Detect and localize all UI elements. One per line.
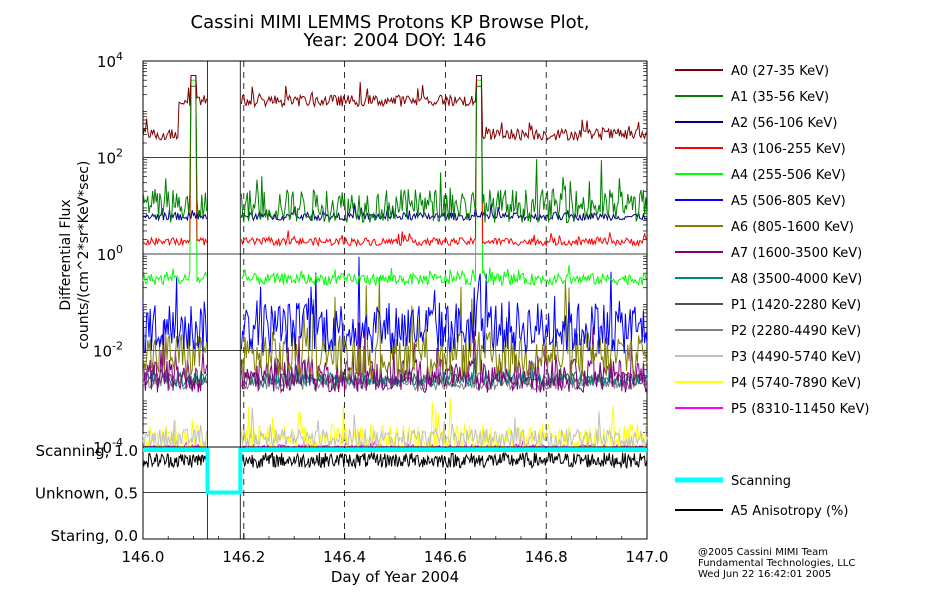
series-line-a8 [142, 364, 208, 388]
level-tick-label: Unknown, 0.5 [35, 485, 138, 503]
x-tick-label: 146.2 [222, 548, 265, 566]
level-tick-label: Scanning, 1.0 [35, 442, 138, 460]
credit-line2: Fundamental Technologies, LLC [698, 558, 855, 569]
series-line-a0 [142, 75, 208, 141]
flux-panel: 104 102 100 10-2 10-4 [93, 50, 648, 539]
series-line-p3 [240, 407, 648, 449]
legend-label: A8 (3500-4000 KeV) [731, 272, 862, 287]
legend-label: A4 (255-506 KeV) [731, 168, 846, 183]
legend: A0 (27-35 KeV) A1 (35-56 KeV) A2 (56-106 K… [675, 64, 869, 519]
y-axis-label: Differential Flux counts/(cm^2*sr*KeV*se… [58, 161, 92, 350]
credit-line3: Wed Jun 22 16:42:01 2005 [698, 569, 831, 580]
series-line-a0 [240, 75, 648, 142]
x-axis-label: Day of Year 2004 [331, 568, 459, 586]
level-tick-label: Staring, 0.0 [51, 527, 138, 545]
anisotropy-panel: Scanning, 1.0 Unknown, 0.5 Staring, 0.0 146… [35, 442, 669, 566]
x-tick-label: 146.6 [424, 548, 467, 566]
legend-label: A3 (106-255 KeV) [731, 142, 846, 157]
series-line-a1 [240, 85, 648, 223]
y-tick-label: 104 [97, 50, 123, 71]
legend-label: A5 (506-805 KeV) [731, 194, 846, 209]
series-line-p3 [142, 420, 208, 448]
legend-label: P5 (8310-11450 KeV) [731, 402, 869, 417]
y-tick-label: 102 [97, 147, 123, 168]
y-tick-label: 100 [97, 243, 123, 264]
series-line-a2 [142, 208, 208, 222]
series-line-p1 [142, 370, 208, 387]
series-line-a6 [241, 276, 648, 380]
legend-label: A1 (35-56 KeV) [731, 90, 829, 105]
legend-label: Scanning [731, 474, 791, 489]
chart-title-line1: Cassini MIMI LEMMS Protons KP Browse Plo… [191, 12, 590, 33]
y-axis-label-line1: Differential Flux [58, 199, 74, 310]
x-tick-label: 147.0 [626, 548, 669, 566]
anisotropy-line [142, 453, 208, 469]
x-tick-label: 146.8 [525, 548, 568, 566]
legend-label: A7 (1600-3500 KeV) [731, 246, 862, 261]
legend-label: A2 (56-106 KeV) [731, 116, 837, 131]
series-line-a5 [240, 256, 648, 354]
series-line-a3 [240, 75, 648, 248]
legend-label: A6 (805-1600 KeV) [731, 220, 854, 235]
series-line-a1 [142, 85, 208, 223]
series-line-a5 [142, 277, 208, 353]
credit: @2005 Cassini MIMI Team Fundamental Tech… [698, 547, 855, 580]
series-line-a2 [240, 203, 648, 222]
legend-label: P4 (5740-7890 KeV) [731, 376, 861, 391]
legend-label: P2 (2280-4490 KeV) [731, 324, 861, 339]
series-line-a8 [240, 357, 648, 389]
y-tick-label: 10-2 [93, 340, 123, 361]
credit-line1: @2005 Cassini MIMI Team [698, 547, 828, 558]
legend-label: A0 (27-35 KeV) [731, 64, 829, 79]
scanning-line [143, 448, 647, 495]
anisotropy-line [239, 451, 648, 470]
legend-label: P1 (1420-2280 KeV) [731, 298, 861, 313]
y-tick-label: 10-4 [93, 436, 123, 457]
legend-label: A5 Anisotropy (%) [731, 504, 848, 519]
series-line-a4 [241, 79, 648, 287]
x-tick-label: 146.0 [122, 548, 165, 566]
y-axis-label-line2: counts/(cm^2*sr*KeV*sec) [76, 161, 92, 350]
series-line-a6 [142, 333, 208, 380]
chart-title-line2: Year: 2004 DOY: 146 [303, 30, 487, 51]
x-tick-label: 146.4 [323, 548, 366, 566]
legend-label: P3 (4490-5740 KeV) [731, 350, 861, 365]
